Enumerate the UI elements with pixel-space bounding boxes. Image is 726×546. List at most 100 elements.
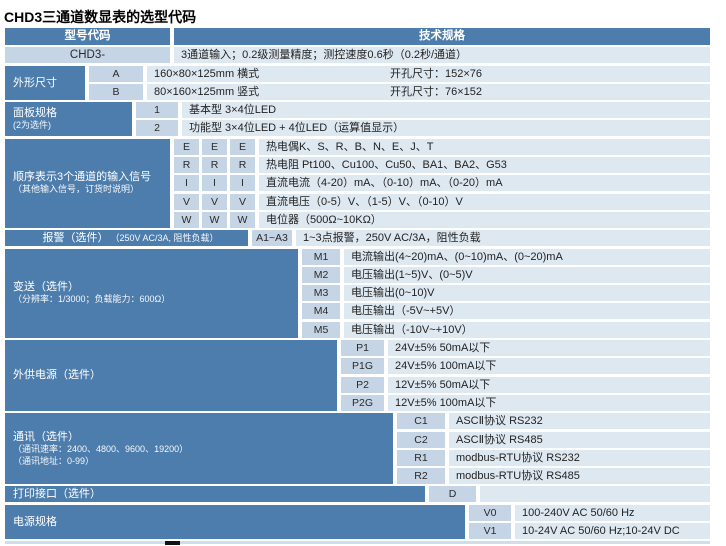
code-cell: R: [174, 157, 199, 174]
table-row: M3 电压输出(0~10)V: [302, 285, 710, 302]
table-row: V V V 直流电压（0-5）V、（1-5）V、（0-10）V: [174, 193, 710, 210]
code-cell: 2: [136, 120, 178, 137]
table-row: R2 modbus-RTU协议 RS485: [397, 468, 710, 485]
code-cell: R: [202, 157, 227, 174]
desc-cell: 10-24V AC 50/60 Hz;10-24V DC: [515, 523, 710, 540]
section-print-interface: 打印接口（选件） D: [5, 486, 710, 503]
table-row: M1 电流输出(4~20)mA、(0~10)mA、(0~20)mA: [302, 248, 710, 265]
code-cell: M1: [302, 248, 340, 265]
section-communication-label: 通讯（选件） （通讯速率：2400、4800、9600、19200） （通讯地址…: [5, 413, 393, 485]
desc-cell: 100-240V AC 50/60 Hz: [515, 504, 710, 521]
desc-cell: 80×160×125mm 竖式 开孔尺寸：76×152: [147, 83, 710, 100]
section-panel-spec: 面板规格 (2为选件) 1 基本型 3×4位LED 2 功能型 3×4位LED …: [5, 102, 710, 137]
section-external-power: 外供电源（选件） P1 24V±5% 50mA以下 P1G 24V±5% 100…: [5, 340, 710, 411]
table-row: W W W 电位器（500Ω~10KΩ）: [174, 211, 710, 228]
desc-cell: 热电偶K、S、R、B、N、E、J、T: [259, 138, 710, 155]
desc-cell: 电压输出（-5V~+5V）: [344, 303, 710, 320]
table-bottom-rule: [5, 541, 710, 545]
code-cell: P1: [341, 340, 384, 357]
table-row: C2 ASCⅡ协议 RS485: [397, 431, 710, 448]
section-transmit: 变送（选件） （分辨率：1/3000；负载能力：600Ω） M1 电流输出(4~…: [5, 248, 710, 338]
selection-code-table: 型号代码 技术规格 CHD3- 3通道输入；0.2级测量精度；测控速度0.6秒（…: [5, 28, 710, 540]
code-cell: P2: [341, 376, 384, 393]
code-cell: E: [174, 138, 199, 155]
page-artifact-mark: [165, 541, 180, 545]
table-row: C1 ASCⅡ协议 RS232: [397, 413, 710, 430]
section-alarm-label: 报警（选件） （250V AC/3A, 阻性负载）: [5, 230, 248, 247]
desc-cell: 电压输出(0~10)V: [344, 285, 710, 302]
section-dimensions-label: 外形尺寸: [5, 65, 85, 100]
code-cell: E: [230, 138, 255, 155]
code-cell: B: [89, 83, 143, 100]
desc-cell: 电位器（500Ω~10KΩ）: [259, 211, 710, 228]
section-panel-spec-label: 面板规格 (2为选件): [5, 102, 132, 137]
desc-cell: 直流电压（0-5）V、（1-5）V、（0-10）V: [259, 193, 710, 210]
section-dimensions: 外形尺寸 A 160×80×125mm 横式 开孔尺寸：152×76 B 80×1…: [5, 65, 710, 100]
code-cell: W: [202, 211, 227, 228]
code-cell: I: [174, 175, 199, 192]
table-row: B 80×160×125mm 竖式 开孔尺寸：76×152: [89, 83, 710, 100]
table-row: 2 功能型 3×4位LED + 4位LED（运算值显示）: [136, 120, 710, 137]
section-print-interface-label: 打印接口（选件）: [5, 486, 425, 503]
code-cell: V: [202, 193, 227, 210]
code-cell: C2: [397, 431, 445, 448]
section-external-power-label: 外供电源（选件）: [5, 340, 337, 411]
table-row: V1 10-24V AC 50/60 Hz;10-24V DC: [469, 523, 710, 540]
code-cell: 1: [136, 102, 178, 119]
section-input-signals: 顺序表示3个通道的输入信号 （其他输入信号，订货时说明） E E E 热电偶K、…: [5, 138, 710, 228]
code-cell: E: [202, 138, 227, 155]
section-communication: 通讯（选件） （通讯速率：2400、4800、9600、19200） （通讯地址…: [5, 413, 710, 485]
code-cell: V0: [469, 504, 511, 521]
cutout-size: 开孔尺寸：152×76: [390, 67, 483, 80]
table-row: R1 modbus-RTU协议 RS232: [397, 449, 710, 466]
desc-cell: 功能型 3×4位LED + 4位LED（运算值显示）: [182, 120, 710, 137]
code-cell: W: [230, 211, 255, 228]
model-desc-cell: 3通道输入；0.2级测量精度；测控速度0.6秒（0.2秒/通道）: [174, 47, 710, 64]
desc-cell: 160×80×125mm 横式 开孔尺寸：152×76: [147, 65, 710, 82]
code-cell: V: [174, 193, 199, 210]
table-row: I I I 直流电流（4-20）mA、（0-10）mA、（0-20）mA: [174, 175, 710, 192]
desc-cell: 电压输出（-10V~+10V）: [344, 321, 710, 338]
desc-cell: ASCⅡ协议 RS485: [449, 431, 710, 448]
table-row: P1 24V±5% 50mA以下: [341, 340, 710, 357]
page-title: CHD3三通道数显表的选型代码: [4, 9, 197, 25]
desc-cell: 基本型 3×4位LED: [182, 102, 710, 119]
desc-cell: modbus-RTU协议 RS232: [449, 449, 710, 466]
table-row: A 160×80×125mm 横式 开孔尺寸：152×76: [89, 65, 710, 82]
desc-cell: 12V±5% 100mA以下: [388, 394, 710, 411]
section-transmit-label: 变送（选件） （分辨率：1/3000；负载能力：600Ω）: [5, 248, 298, 338]
model-code-cell: CHD3-: [5, 47, 170, 64]
code-cell: M5: [302, 321, 340, 338]
table-row: P2 12V±5% 50mA以下: [341, 376, 710, 393]
code-cell: A: [89, 65, 143, 82]
table-row: E E E 热电偶K、S、R、B、N、E、J、T: [174, 138, 710, 155]
code-cell: M2: [302, 266, 340, 283]
code-cell: C1: [397, 413, 445, 430]
cutout-size: 开孔尺寸：76×152: [390, 85, 483, 98]
code-cell: M3: [302, 285, 340, 302]
code-cell: M4: [302, 303, 340, 320]
desc-cell: 24V±5% 50mA以下: [388, 340, 710, 357]
section-alarm: 报警（选件） （250V AC/3A, 阻性负载） A1~A3 1~3点报警，2…: [5, 230, 710, 247]
desc-cell: [480, 486, 710, 503]
section-power-spec: 电源规格 V0 100-240V AC 50/60 Hz V1 10-24V A…: [5, 504, 710, 540]
table-row: M2 电压输出(1~5)V、(0~5)V: [302, 266, 710, 283]
code-cell: I: [202, 175, 227, 192]
table-row: A1~A3 1~3点报警，250V AC/3A，阻性负载: [252, 230, 710, 247]
code-cell: I: [230, 175, 255, 192]
section-power-spec-label: 电源规格: [5, 504, 465, 540]
code-cell: R: [230, 157, 255, 174]
table-row: V0 100-240V AC 50/60 Hz: [469, 504, 710, 521]
table-header-row: 型号代码 技术规格: [5, 28, 710, 45]
table-row: R R R 热电阻 Pt100、Cu100、Cu50、BA1、BA2、G53: [174, 157, 710, 174]
code-cell: V: [230, 193, 255, 210]
desc-cell: 电压输出(1~5)V、(0~5)V: [344, 266, 710, 283]
desc-cell: 电流输出(4~20)mA、(0~10)mA、(0~20)mA: [344, 248, 710, 265]
desc-cell: ASCⅡ协议 RS232: [449, 413, 710, 430]
table-row: M5 电压输出（-10V~+10V）: [302, 321, 710, 338]
section-input-signals-label: 顺序表示3个通道的输入信号 （其他输入信号，订货时说明）: [5, 138, 170, 228]
code-cell: A1~A3: [252, 230, 292, 247]
code-cell: P2G: [341, 394, 384, 411]
code-cell: R1: [397, 449, 445, 466]
